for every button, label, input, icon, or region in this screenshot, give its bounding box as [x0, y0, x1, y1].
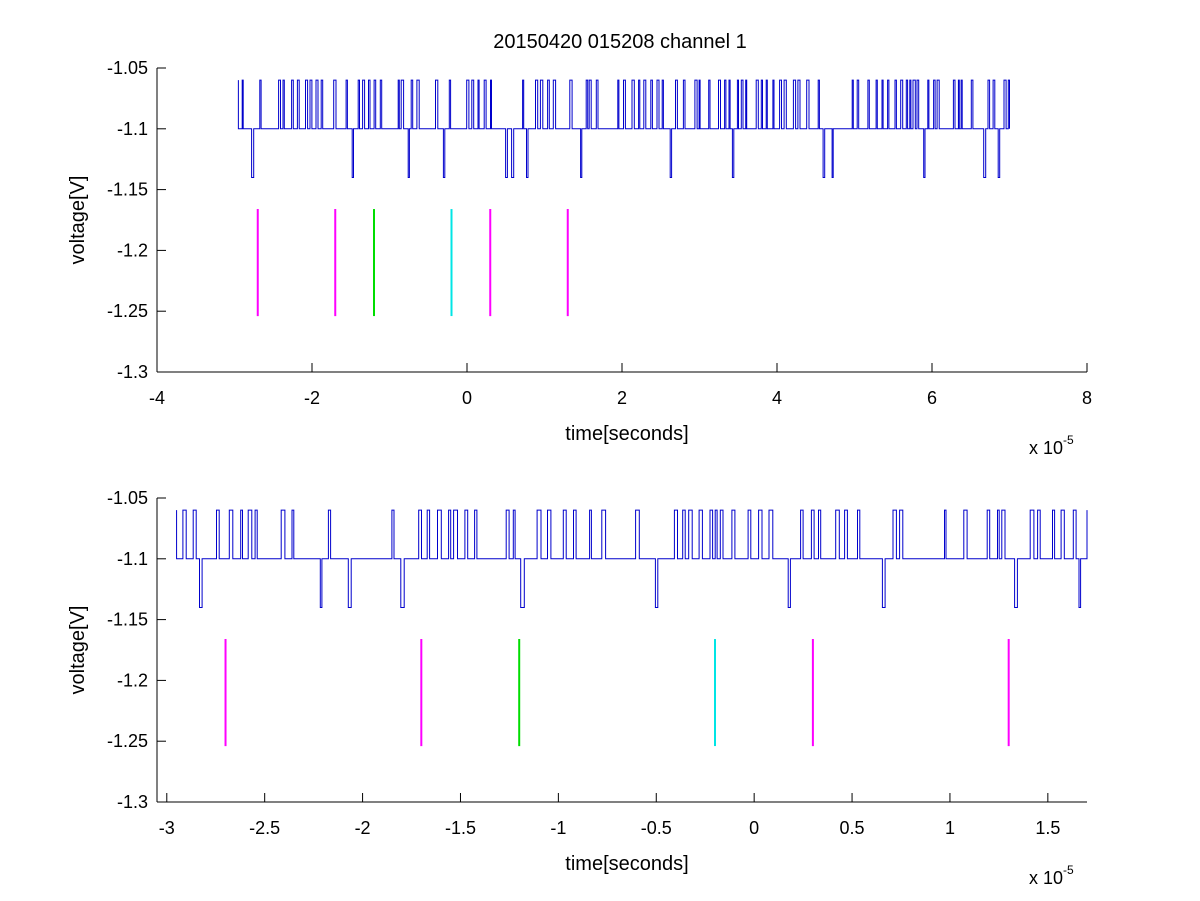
plot0-y-axis-label: voltage[V] — [67, 176, 89, 265]
plot1-x-tick-label: 0.5 — [840, 818, 865, 838]
figure-title: 20150420 015208 channel 1 — [493, 31, 747, 53]
plot1-x-tick-label: 1 — [945, 818, 955, 838]
plot0-y-tick-label: -1.15 — [107, 180, 148, 200]
plot1-x-tick-label: -3 — [159, 818, 175, 838]
plot1-x-multiplier-base: x 10 — [1029, 868, 1063, 888]
plot0-y-tick-label: -1.3 — [117, 362, 148, 382]
plot1-x-tick-label: -1 — [550, 818, 566, 838]
plot1-x-multiplier-exponent: -5 — [1063, 863, 1074, 877]
plot0-x-tick-label: 2 — [617, 388, 627, 408]
plot0-x-multiplier-label: x 10-5 — [1029, 433, 1074, 458]
plot0-x-tick-label: 0 — [462, 388, 472, 408]
plot1-x-tick-label: 1.5 — [1035, 818, 1060, 838]
plot1-signal-trace — [176, 509, 1088, 608]
plot0-y-tick-label: -1.05 — [107, 58, 148, 78]
plot0-x-tick-label: 6 — [927, 388, 937, 408]
plot0-x-tick-label: 8 — [1082, 388, 1092, 408]
plot0-x-tick-label: -2 — [304, 388, 320, 408]
plot0-signal-trace — [237, 79, 1010, 178]
top-plot: -4 -2 0 2 4 6 8 -1.3 -1.25 -1.2 -1.15 -1.1 -1.05 time… — [67, 58, 1092, 458]
plot0-x-multiplier-base: x 10 — [1029, 438, 1063, 458]
plot0-x-tick-label: -4 — [149, 388, 165, 408]
plot1-y-tick-label: -1.05 — [107, 488, 148, 508]
plot1-x-axis-label: time[seconds] — [565, 853, 688, 875]
plot1-x-multiplier-label: x 10-5 — [1029, 863, 1074, 888]
plot1-x-tick-label: -1.5 — [445, 818, 476, 838]
plot1-y-tick-label: -1.15 — [107, 610, 148, 630]
plot1-x-tick-label: -0.5 — [641, 818, 672, 838]
plot1-y-tick-label: -1.2 — [117, 670, 148, 690]
plot0-x-axis-label: time[seconds] — [565, 423, 688, 445]
plot1-x-tick-label: -2 — [355, 818, 371, 838]
bottom-plot: -3 -2.5 -2 -1.5 -1 -0.5 0 0.5 1 1.5 -1.3 -1.25 -1.2 -… — [67, 488, 1088, 888]
plot0-y-tick-label: -1.25 — [107, 301, 148, 321]
plot1-x-tick-label: -2.5 — [249, 818, 280, 838]
plot1-y-tick-label: -1.3 — [117, 792, 148, 812]
plot1-y-tick-label: -1.25 — [107, 731, 148, 751]
plot0-y-tick-label: -1.2 — [117, 240, 148, 260]
plot1-y-tick-label: -1.1 — [117, 549, 148, 569]
plot0-y-tick-label: -1.1 — [117, 119, 148, 139]
plot0-x-tick-label: 4 — [772, 388, 782, 408]
plot1-x-tick-label: 0 — [749, 818, 759, 838]
plot0-x-multiplier-exponent: -5 — [1063, 433, 1074, 447]
plot1-y-axis-label: voltage[V] — [67, 606, 89, 695]
